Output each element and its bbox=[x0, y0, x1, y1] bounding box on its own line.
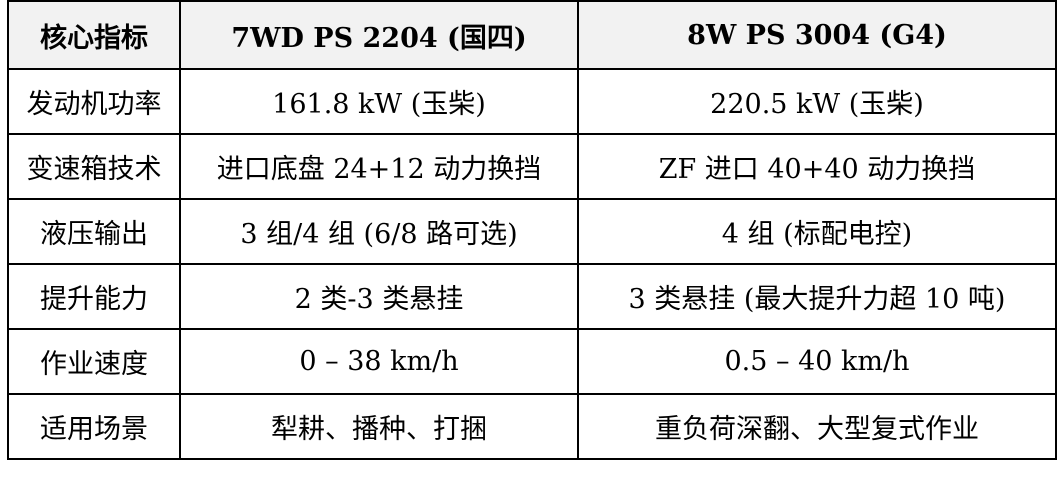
row-label-applications: 适用场景 bbox=[7, 393, 181, 460]
row-label-engine-power: 发动机功率 bbox=[7, 68, 181, 135]
table-row: 提升能力 2 类-3 类悬挂 3 类悬挂 (最大提升力超 10 吨) bbox=[7, 263, 1057, 330]
cell-8w-transmission: ZF 进口 40+40 动力换挡 bbox=[577, 133, 1057, 200]
cell-8w-working-speed: 0.5 – 40 km/h bbox=[577, 328, 1057, 395]
cell-7wd-working-speed: 0 – 38 km/h bbox=[179, 328, 579, 395]
header-cell-model-8w: 8W PS 3004 (G4) bbox=[577, 0, 1057, 70]
cell-7wd-transmission: 进口底盘 24+12 动力换挡 bbox=[179, 133, 579, 200]
row-label-hydraulic-output: 液压输出 bbox=[7, 198, 181, 265]
table-header-row: 核心指标 7WD PS 2204 (国四) 8W PS 3004 (G4) bbox=[7, 0, 1057, 70]
table-row: 变速箱技术 进口底盘 24+12 动力换挡 ZF 进口 40+40 动力换挡 bbox=[7, 133, 1057, 200]
cell-7wd-lift-capacity: 2 类-3 类悬挂 bbox=[179, 263, 579, 330]
table-row: 发动机功率 161.8 kW (玉柴) 220.5 kW (玉柴) bbox=[7, 68, 1057, 135]
cell-8w-applications: 重负荷深翻、大型复式作业 bbox=[577, 393, 1057, 460]
row-label-working-speed: 作业速度 bbox=[7, 328, 181, 395]
spec-comparison-table: 核心指标 7WD PS 2204 (国四) 8W PS 3004 (G4) 发动… bbox=[7, 0, 1057, 460]
table-row: 适用场景 犁耕、播种、打捆 重负荷深翻、大型复式作业 bbox=[7, 393, 1057, 460]
header-cell-metric: 核心指标 bbox=[7, 0, 181, 70]
cell-7wd-engine-power: 161.8 kW (玉柴) bbox=[179, 68, 579, 135]
cell-8w-hydraulic-output: 4 组 (标配电控) bbox=[577, 198, 1057, 265]
cell-7wd-applications: 犁耕、播种、打捆 bbox=[179, 393, 579, 460]
header-cell-model-7wd: 7WD PS 2204 (国四) bbox=[179, 0, 579, 70]
cell-8w-engine-power: 220.5 kW (玉柴) bbox=[577, 68, 1057, 135]
cell-7wd-hydraulic-output: 3 组/4 组 (6/8 路可选) bbox=[179, 198, 579, 265]
table-row: 作业速度 0 – 38 km/h 0.5 – 40 km/h bbox=[7, 328, 1057, 395]
table-row: 液压输出 3 组/4 组 (6/8 路可选) 4 组 (标配电控) bbox=[7, 198, 1057, 265]
row-label-lift-capacity: 提升能力 bbox=[7, 263, 181, 330]
cell-8w-lift-capacity: 3 类悬挂 (最大提升力超 10 吨) bbox=[577, 263, 1057, 330]
row-label-transmission: 变速箱技术 bbox=[7, 133, 181, 200]
